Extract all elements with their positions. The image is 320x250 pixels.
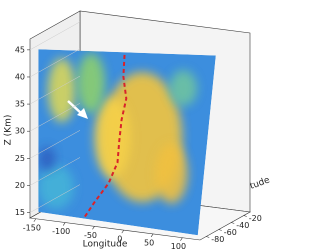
x-tick (150, 233, 154, 238)
z-grid-line (29, 102, 81, 132)
z-tick-label: 45 (15, 45, 25, 54)
z-grid-line (29, 21, 81, 51)
z-grid-line (29, 184, 81, 213)
field-blob (39, 146, 56, 171)
y-tick-label: -60 (224, 228, 237, 237)
arrow-head (77, 108, 88, 119)
y-tick (206, 236, 210, 238)
z-axis-title: Z (Km) (4, 115, 14, 146)
x-tick-label: 100 (171, 242, 186, 250)
x-tick (62, 222, 66, 226)
z-grid-line (29, 75, 81, 105)
z-tick-label: 20 (15, 181, 25, 190)
x-tick-label: 0 (117, 235, 122, 244)
x-tick (121, 229, 125, 234)
field-blob (38, 165, 74, 210)
z-grid-line (29, 48, 81, 78)
field-blob (169, 70, 198, 107)
y-tick (243, 215, 247, 217)
field-blob (155, 143, 188, 204)
y-tick (218, 229, 222, 231)
y-tick (231, 222, 235, 224)
x-tick-label: 50 (144, 238, 154, 247)
z-grid-line (29, 130, 81, 159)
z-tick-label: 35 (15, 100, 25, 109)
x-tick-label: -100 (52, 227, 70, 236)
x-tick (92, 226, 95, 230)
z-tick-label: 15 (15, 208, 25, 217)
x-tick-label: -150 (23, 223, 41, 232)
slice-field (38, 49, 216, 236)
arrow-shaft (67, 100, 83, 115)
z-grid-line (29, 157, 81, 186)
field-blob (47, 58, 76, 123)
y-tick-label: -40 (236, 221, 249, 230)
z-tick-label: 40 (15, 72, 25, 81)
field-blob (77, 53, 106, 114)
x-tick (33, 218, 37, 222)
field-blob (94, 97, 131, 178)
y-tick-label: -20 (249, 214, 262, 223)
x-tick (180, 237, 183, 241)
z-tick-label: 30 (15, 127, 25, 136)
profile-line (83, 54, 128, 219)
z-tick-label: 25 (15, 154, 25, 163)
chart: Longitude Latitude Z (Km) -150 -100 -50 0 50… (4, 10, 272, 250)
x-tick-label: -50 (84, 231, 97, 240)
x-axis-title: Longitude (83, 240, 128, 250)
y-tick-label: -80 (211, 235, 224, 244)
